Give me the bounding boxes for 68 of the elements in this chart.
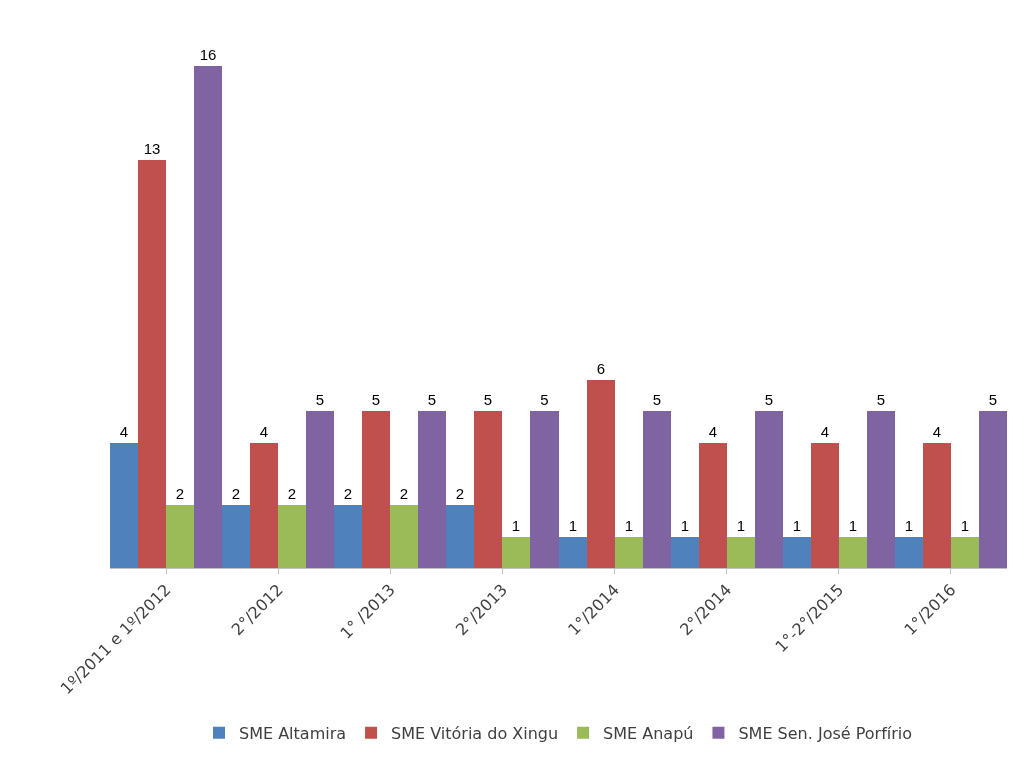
bar xyxy=(671,537,699,568)
data-label: 1 xyxy=(568,517,578,534)
data-label: 5 xyxy=(371,391,381,408)
bar xyxy=(278,505,306,568)
data-label: 2 xyxy=(455,485,465,502)
data-label: 2 xyxy=(231,485,241,502)
legend-label: SME Anapú xyxy=(603,723,694,743)
data-label: 4 xyxy=(119,423,129,440)
bar xyxy=(587,380,615,568)
data-label: 4 xyxy=(708,423,718,440)
data-label: 1 xyxy=(511,517,521,534)
data-label: 5 xyxy=(427,391,437,408)
data-label: 6 xyxy=(596,360,606,377)
bar xyxy=(250,443,278,568)
bar xyxy=(839,537,867,568)
data-label: 5 xyxy=(540,391,549,408)
bar xyxy=(138,160,166,568)
bar xyxy=(811,443,839,568)
legend-label: SME Vitória do Xingu xyxy=(391,723,559,743)
bar xyxy=(867,411,895,568)
data-label: 5 xyxy=(652,391,662,408)
bar xyxy=(923,443,951,568)
bar xyxy=(755,411,783,568)
data-label: 2 xyxy=(175,485,185,502)
bar xyxy=(418,411,446,568)
bar xyxy=(615,537,643,568)
legend-label: SME Sen. José Porfírio xyxy=(738,723,913,743)
data-label: 5 xyxy=(483,391,493,408)
bar xyxy=(530,411,559,568)
data-label: 1 xyxy=(680,517,690,534)
data-label: 5 xyxy=(315,391,325,408)
bar xyxy=(166,505,194,568)
bar xyxy=(699,443,727,568)
bar xyxy=(194,66,222,568)
data-label: 1 xyxy=(792,517,802,534)
data-label: 1 xyxy=(736,517,746,534)
bar xyxy=(446,505,474,568)
bar xyxy=(222,505,250,568)
legend-label: SME Altamira xyxy=(239,723,347,743)
data-label: 2 xyxy=(399,485,409,502)
data-label: 1 xyxy=(960,517,970,534)
data-label: 4 xyxy=(259,423,269,440)
bar xyxy=(643,411,671,568)
data-label: 5 xyxy=(876,391,886,408)
bar xyxy=(979,411,1007,568)
bar xyxy=(895,537,923,568)
bar xyxy=(559,537,587,568)
bar xyxy=(390,505,418,568)
data-label: 5 xyxy=(764,391,774,408)
data-label: 1 xyxy=(624,517,634,534)
data-label: 1 xyxy=(848,517,858,534)
bar xyxy=(306,411,334,568)
data-label: 1 xyxy=(904,517,914,534)
bar xyxy=(362,411,390,568)
bar xyxy=(502,537,530,568)
bar xyxy=(474,411,502,568)
bar xyxy=(334,505,362,568)
data-label: 2 xyxy=(287,485,297,502)
bar xyxy=(110,443,138,568)
data-label: 4 xyxy=(820,423,830,440)
data-label: 5 xyxy=(988,391,998,408)
data-label: 16 xyxy=(199,46,217,63)
bar xyxy=(951,537,979,568)
bar xyxy=(727,537,755,568)
data-label: 4 xyxy=(932,423,942,440)
bar xyxy=(783,537,811,568)
data-label: 2 xyxy=(343,485,353,502)
data-label: 13 xyxy=(143,140,161,157)
